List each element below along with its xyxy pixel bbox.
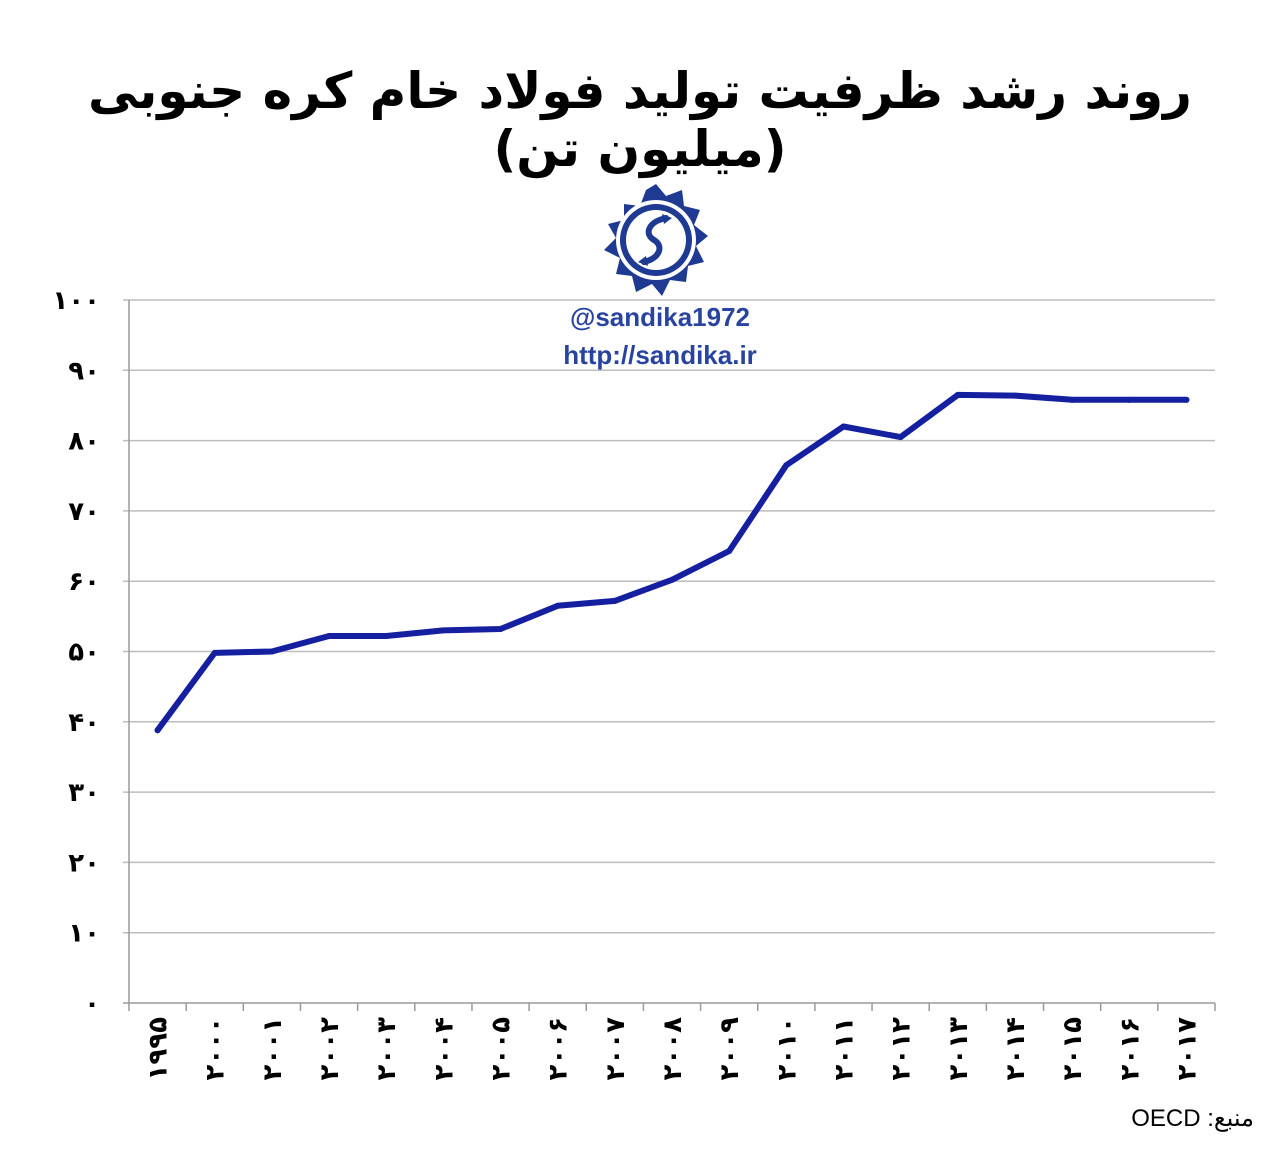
x-tick-label: ۲۰۰۹ — [715, 1017, 745, 1081]
x-tick-label: ۲۰۱۰ — [772, 1017, 802, 1080]
y-tick-label: ۰ — [84, 989, 100, 1019]
data-point — [497, 626, 504, 633]
data-point — [1011, 392, 1018, 399]
x-tick-label: ۲۰۱۲ — [887, 1017, 917, 1081]
y-tick-label: ۹۰ — [68, 356, 100, 386]
source-label: منبع: OECD — [1131, 1105, 1254, 1132]
x-tick-label: ۲۰۱۵ — [1058, 1017, 1088, 1081]
sandika-logo-icon — [604, 184, 708, 296]
data-point — [1183, 396, 1190, 403]
data-point — [840, 423, 847, 430]
data-point — [211, 649, 218, 656]
x-tick-label: ۲۰۱۴ — [1001, 1017, 1031, 1080]
x-tick-label: ۲۰۰۸ — [658, 1017, 688, 1081]
data-point — [154, 727, 161, 734]
data-point — [954, 391, 961, 398]
data-point — [1126, 396, 1133, 403]
data-point — [554, 602, 561, 609]
chart-title: روند رشد ظرفیت تولید فولاد خام کره جنوبی… — [88, 62, 1193, 178]
x-tick-label: ۲۰۰۳ — [372, 1017, 402, 1081]
data-point — [383, 633, 390, 640]
x-tick-label: ۲۰۰۷ — [601, 1017, 631, 1081]
y-tick-label: ۴۰ — [68, 708, 100, 738]
data-point — [268, 648, 275, 655]
x-tick-label: ۲۰۰۴ — [429, 1017, 459, 1080]
y-tick-label: ۲۰ — [68, 848, 100, 878]
data-point — [611, 597, 618, 604]
x-tick-label: ۱۹۹۵ — [144, 1017, 174, 1081]
data-point — [897, 434, 904, 441]
x-tick-label: ۲۰۰۵ — [487, 1017, 517, 1081]
y-tick-label: ۶۰ — [68, 567, 100, 597]
series-capacity — [154, 391, 1190, 734]
y-axis: ۰ ۱۰ ۲۰ ۳۰ ۴۰ ۵۰ ۶۰ ۷۰ ۸۰ ۹۰ ۱۰۰ — [52, 286, 130, 1019]
y-tick-label: ۷۰ — [68, 497, 100, 527]
data-point — [440, 627, 447, 634]
x-tick-label: ۲۰۰۱ — [258, 1017, 288, 1080]
grid-lines — [123, 299, 1215, 1004]
y-tick-label: ۱۰۰ — [52, 286, 100, 316]
watermark-url: http://sandika.ir — [563, 340, 757, 370]
x-tick-label: ۲۰۱۱ — [829, 1017, 859, 1080]
x-tick-label: ۲۰۰۰ — [201, 1017, 231, 1080]
y-tick-label: ۸۰ — [68, 427, 100, 457]
watermark-handle: @sandika1972 — [569, 302, 751, 332]
x-tick-label: ۲۰۰۶ — [544, 1017, 574, 1080]
x-tick-label: ۲۰۱۷ — [1172, 1017, 1202, 1081]
data-point — [726, 547, 733, 554]
y-tick-label: ۱۰ — [68, 919, 100, 949]
data-point — [783, 462, 790, 469]
y-tick-label: ۵۰ — [68, 638, 100, 668]
x-tick-label: ۲۰۰۲ — [315, 1017, 345, 1081]
series-line — [154, 391, 1190, 734]
y-tick-label: ۳۰ — [68, 778, 100, 808]
data-point — [1069, 396, 1076, 403]
data-point — [669, 576, 675, 583]
x-tick-label: ۲۰۱۶ — [1115, 1017, 1145, 1080]
data-point — [326, 633, 333, 640]
x-axis: ۱۹۹۵ ۲۰۰۰ ۲۰۰۱ ۲۰۰۲ ۲۰۰۳ ۲۰۰۴ ۲۰۰۵ ۲۰۰۶ ۲۰۰۷ ۲۰۰۸… — [128, 1003, 1216, 1081]
x-tick-label: ۲۰۱۳ — [944, 1017, 974, 1081]
